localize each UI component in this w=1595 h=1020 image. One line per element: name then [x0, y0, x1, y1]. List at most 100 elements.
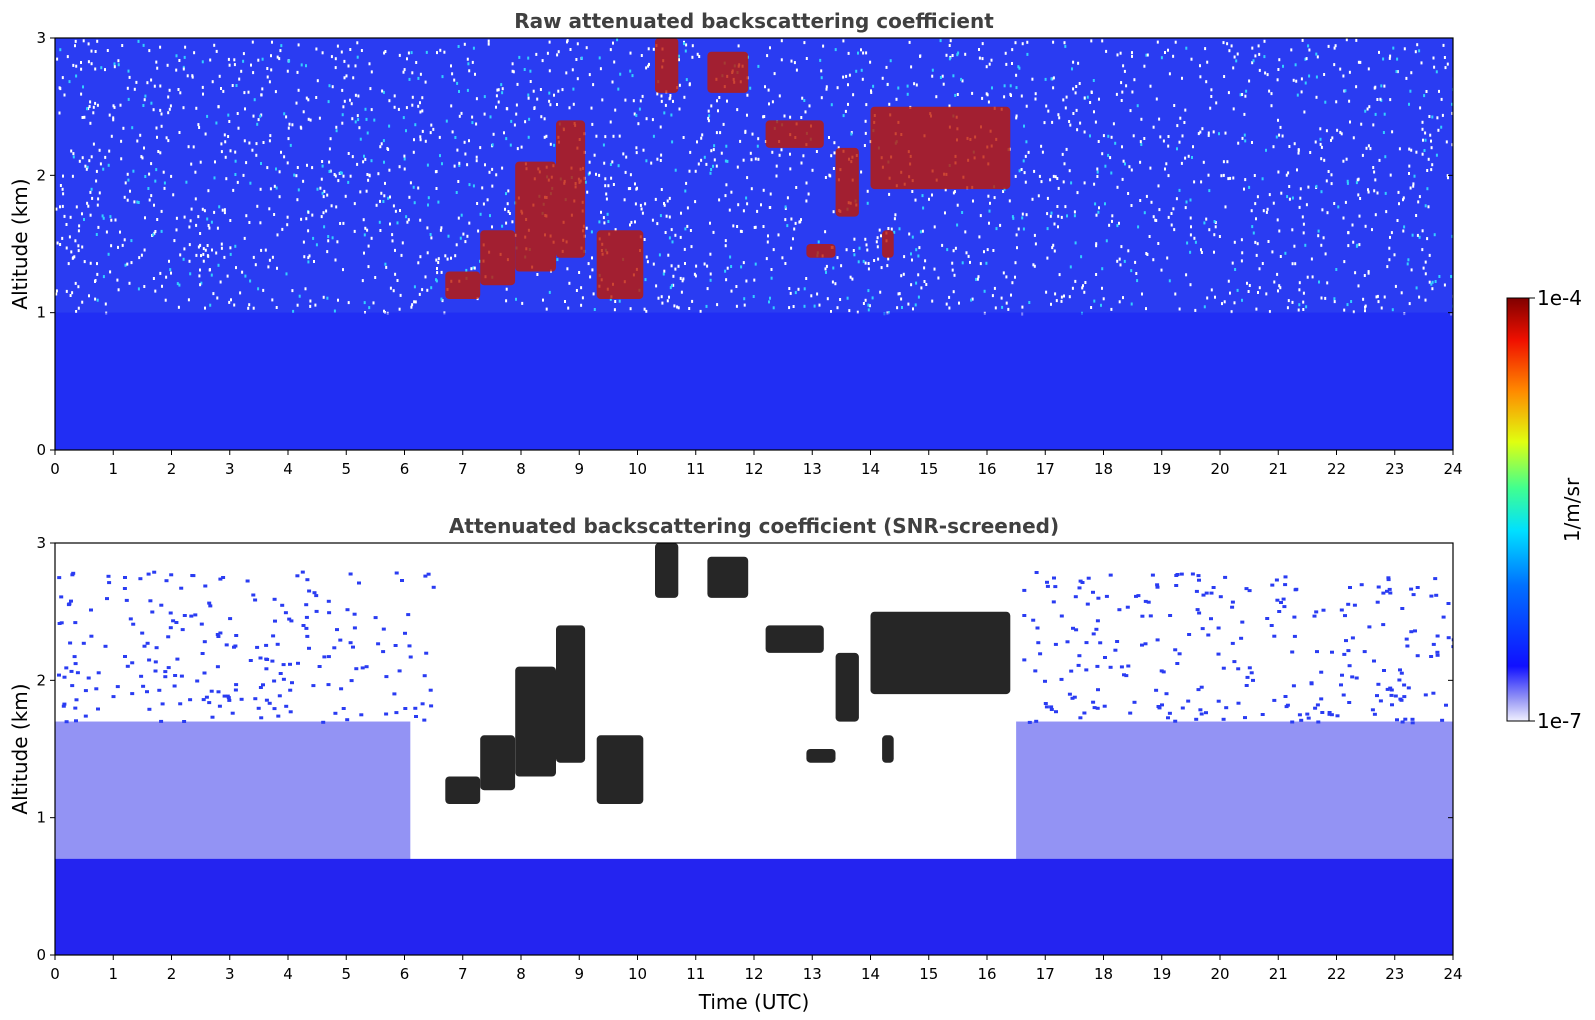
- noise-speck: [979, 262, 982, 266]
- noise-speck: [771, 150, 774, 154]
- noise-speck: [125, 664, 130, 668]
- noise-speck: [1232, 176, 1235, 180]
- noise-speck: [645, 309, 648, 313]
- noise-speck: [286, 215, 289, 219]
- noise-speck: [94, 67, 97, 71]
- noise-speck: [1220, 174, 1223, 178]
- noise-speck: [691, 44, 694, 48]
- noise-speck: [572, 87, 575, 91]
- noise-speck: [1240, 620, 1245, 624]
- noise-speck: [726, 266, 729, 270]
- noise-speck: [1056, 177, 1059, 180]
- noise-speck: [867, 289, 870, 293]
- noise-speck: [567, 306, 570, 310]
- noise-speck: [87, 107, 90, 111]
- noise-speck: [473, 266, 476, 270]
- noise-speck: [135, 80, 138, 84]
- noise-speck: [710, 104, 713, 108]
- noise-speck: [1083, 181, 1086, 185]
- noise-speck: [807, 192, 810, 196]
- noise-speck: [1348, 586, 1352, 589]
- noise-speck: [341, 121, 344, 125]
- noise-speck: [613, 308, 616, 312]
- noise-speck: [1319, 137, 1322, 141]
- noise-speck: [705, 304, 708, 308]
- noise-speck: [250, 63, 252, 67]
- noise-speck: [591, 122, 594, 126]
- noise-speck: [513, 123, 516, 127]
- noise-speck: [1071, 626, 1075, 630]
- noise-speck: [1388, 56, 1391, 60]
- noise-speck: [1226, 160, 1229, 164]
- noise-speck: [228, 617, 233, 621]
- noise-speck: [122, 126, 125, 130]
- noise-speck: [436, 267, 438, 270]
- noise-speck: [1232, 107, 1235, 111]
- noise-speck: [1440, 125, 1443, 129]
- noise-speck: [446, 257, 449, 261]
- noise-speck: [89, 100, 92, 104]
- noise-speck: [1347, 244, 1350, 248]
- noise-speck: [1451, 102, 1453, 106]
- noise-speck: [167, 95, 170, 99]
- noise-speck: [1307, 44, 1310, 48]
- noise-speck: [981, 96, 984, 100]
- noise-speck: [1243, 716, 1247, 720]
- noise-speck: [1136, 104, 1139, 108]
- noise-speck: [1316, 55, 1319, 59]
- noise-speck: [1320, 296, 1323, 300]
- noise-speck: [1065, 640, 1070, 644]
- noise-speck: [1185, 200, 1188, 204]
- noise-speck: [603, 161, 606, 165]
- boundary-layer: [55, 858, 1453, 955]
- noise-speck: [276, 266, 278, 270]
- noise-speck: [1255, 253, 1258, 257]
- noise-speck: [612, 183, 615, 186]
- noise-speck: [392, 692, 397, 696]
- noise-speck: [195, 106, 198, 110]
- noise-speck: [1356, 243, 1359, 247]
- noise-speck: [507, 189, 510, 193]
- noise-speck: [190, 162, 193, 166]
- noise-speck: [1288, 197, 1291, 201]
- noise-speck: [1315, 703, 1320, 707]
- noise-speck: [1341, 693, 1346, 697]
- noise-speck: [713, 144, 716, 148]
- noise-speck: [1047, 109, 1050, 113]
- noise-speck: [797, 287, 800, 291]
- noise-speck: [475, 97, 478, 101]
- x-tick-label: 23: [1385, 965, 1404, 983]
- cloud-feature: [870, 106, 1011, 190]
- noise-speck: [575, 58, 578, 61]
- noise-speck: [1248, 284, 1251, 287]
- noise-speck: [1104, 594, 1109, 598]
- noise-speck: [718, 198, 721, 202]
- noise-speck: [321, 191, 324, 195]
- noise-speck: [598, 56, 601, 60]
- noise-speck: [888, 102, 891, 106]
- noise-speck: [316, 79, 319, 83]
- noise-speck: [700, 136, 703, 140]
- noise-speck: [1405, 644, 1410, 648]
- noise-speck: [288, 688, 293, 692]
- noise-speck: [1358, 243, 1361, 247]
- noise-speck: [230, 711, 235, 715]
- noise-speck: [1415, 654, 1420, 658]
- noise-speck: [1026, 52, 1029, 56]
- noise-speck: [1076, 128, 1079, 132]
- noise-speck: [592, 292, 595, 296]
- noise-speck: [712, 164, 714, 168]
- noise-speck: [553, 143, 556, 147]
- colorbar: 1e-4 1e-7 1/m/sr: [1506, 286, 1584, 733]
- noise-speck: [784, 205, 787, 209]
- noise-speck: [96, 39, 99, 43]
- noise-speck: [601, 98, 604, 102]
- cloud-feature: [596, 735, 644, 804]
- noise-speck: [475, 122, 478, 126]
- noise-speck: [609, 120, 612, 124]
- noise-speck: [83, 260, 86, 264]
- noise-speck: [343, 76, 346, 80]
- noise-speck: [890, 227, 893, 231]
- noise-speck: [1373, 170, 1376, 174]
- noise-speck: [1293, 244, 1296, 248]
